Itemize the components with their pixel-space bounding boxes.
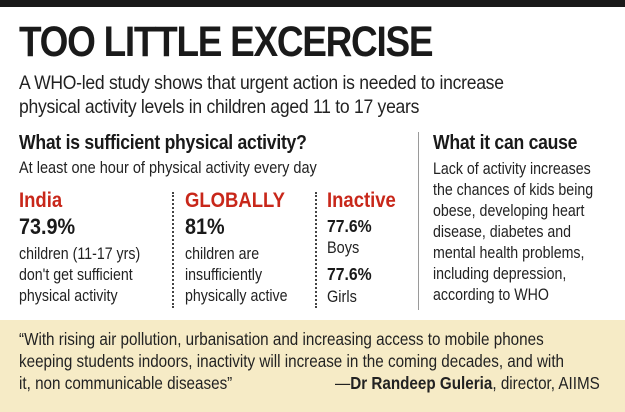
sufficient-heading: What is sufficient physical activity? (19, 132, 307, 154)
inactive-girls-label: Girls (327, 288, 357, 306)
india-line-1: children (11-17 yrs) (19, 245, 141, 263)
inactive-boys-label: Boys (327, 239, 360, 257)
cause-line-3: obese, developing heart (433, 202, 585, 220)
globally-description: children are insufficiently physically a… (185, 244, 304, 307)
india-line-3: physical activity (19, 287, 118, 305)
inactive-boys-value: 77.6% (327, 216, 372, 236)
attribution-name: Dr Randeep Guleria (350, 373, 493, 393)
attribution-role: , director, AIIMS (492, 373, 600, 393)
cause-line-7: according to WHO (433, 286, 549, 304)
intro-line-2: physical activity levels in children age… (19, 96, 420, 118)
quote-attribution: —Dr Randeep Guleria, director, AIIMS (335, 372, 600, 394)
globally-value: 81% (185, 214, 225, 239)
cause-line-6: including depression, (433, 265, 567, 283)
inactive-label: Inactive (327, 189, 396, 212)
cause-line-1: Lack of activity increases (433, 160, 591, 178)
attribution-dash: — (335, 373, 351, 393)
india-description: children (11-17 yrs) don't get sufficien… (19, 244, 160, 307)
inactive-girls-value: 77.6% (327, 264, 372, 284)
cause-line-5: mental health problems, (433, 244, 585, 262)
dotted-divider-1 (172, 192, 174, 308)
top-rule (0, 0, 625, 7)
quote-line-2: keeping students indoors, inactivity wil… (19, 351, 565, 371)
quote-line-3: it, non communicable diseases” (19, 373, 233, 393)
cause-line-4: disease, diabetes and (433, 223, 572, 241)
headline: TOO LITTLE EXCERCISE (19, 18, 434, 66)
quote-line-1: “With rising air pollution, urbanisation… (19, 329, 544, 349)
intro-line-1: A WHO-led study shows that urgent action… (19, 72, 504, 94)
quote-box (0, 320, 625, 412)
dotted-divider-2 (315, 192, 317, 308)
globally-label: GLOBALLY (185, 189, 285, 212)
quote-text: “With rising air pollution, urbanisation… (19, 328, 619, 394)
globally-line-3: physically active (185, 287, 288, 305)
globally-line-2: insufficiently (185, 266, 263, 284)
cause-description: Lack of activity increases the chances o… (433, 159, 619, 306)
column-divider (418, 132, 419, 310)
india-value: 73.9% (19, 214, 76, 239)
sufficient-subtext: At least one hour of physical activity e… (19, 159, 317, 177)
intro-text: A WHO-led study shows that urgent action… (19, 71, 619, 119)
globally-line-1: children are (185, 245, 260, 263)
india-line-2: don't get sufficient (19, 266, 133, 284)
india-label: India (19, 189, 63, 212)
cause-heading: What it can cause (433, 132, 578, 154)
cause-line-2: the chances of kids being (433, 181, 594, 199)
